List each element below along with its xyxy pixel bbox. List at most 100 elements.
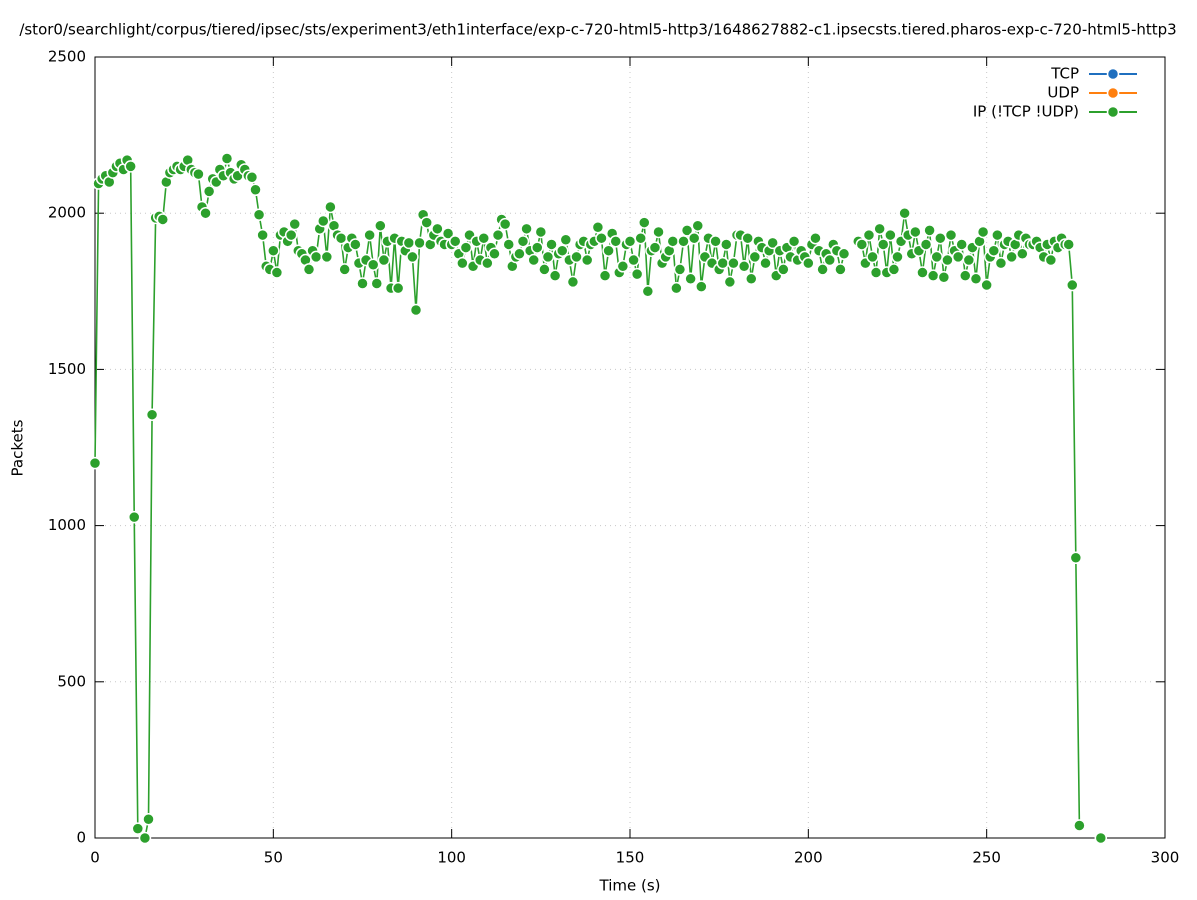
data-point [916,266,929,279]
data-point [887,263,901,276]
data-point [516,235,530,248]
data-point [1005,250,1018,264]
data-point [652,225,665,239]
x-tick-label: 300 [1151,849,1180,867]
data-point [1066,278,1079,292]
data-point [709,235,722,248]
x-tick-label: 150 [616,849,645,867]
data-point [748,250,762,264]
x-tick-label: 200 [794,849,823,867]
data-point [527,253,540,267]
data-point [413,236,426,250]
data-point [716,256,729,270]
data-point [630,267,644,281]
data-point [138,831,152,845]
data-point [723,275,737,289]
data-point [684,272,697,286]
data-point [370,277,384,290]
data-point [1044,253,1058,267]
data-point [980,278,993,292]
y-tick-label: 1500 [48,360,86,378]
data-point [991,228,1004,242]
data-point [488,247,501,261]
data-point [737,260,751,273]
y-tick-label: 2500 [48,48,86,66]
data-point [691,219,705,232]
plot-border [94,56,1166,839]
data-point [673,263,687,276]
data-point [334,231,348,245]
data-point [541,250,555,264]
data-point [759,256,772,270]
data-point [199,206,212,220]
data-point [538,263,551,276]
data-point [220,152,234,165]
data-point [406,250,419,264]
data-point [837,247,851,261]
y-tick-label: 1000 [48,516,86,534]
data-point [670,281,683,295]
data-point [1073,819,1086,832]
data-point [598,269,612,282]
data-point [1094,831,1108,845]
y-tick-label: 0 [76,829,86,847]
data-point [288,217,301,231]
data-point [363,228,376,242]
data-point [616,260,630,273]
data-point [855,238,869,251]
data-point [256,228,269,242]
data-point [609,235,622,248]
data-point [602,244,615,257]
data-point [766,236,779,250]
data-point [1016,247,1029,261]
data-point [926,269,940,282]
legend-swatch-point [1106,105,1120,119]
data-point [456,256,469,270]
data-point [1069,551,1083,565]
data-point [548,269,562,282]
x-tick-label: 50 [264,849,283,867]
data-point [284,228,298,242]
legend-label: TCP [1050,65,1079,83]
data-point [866,250,879,264]
data-point [324,200,337,214]
data-point [695,280,708,293]
data-point [638,216,651,229]
data-point [302,263,316,276]
data-point [787,235,801,248]
data-point [923,224,936,237]
data-point [513,247,526,261]
data-point [641,285,655,298]
data-point [720,238,733,251]
data-point [270,266,284,279]
data-point [891,250,904,264]
data-point [431,222,444,236]
x-tick-label: 100 [437,849,466,867]
chart-title: /stor0/searchlight/corpus/tiered/ipsec/s… [19,21,1176,39]
data-point [377,253,391,267]
y-tick-label: 2000 [48,204,86,222]
data-point [930,250,943,264]
data-point [366,258,380,271]
data-point [976,225,990,239]
data-point [919,238,933,251]
data-point [955,238,968,251]
data-point [459,241,473,254]
data-point [959,269,972,282]
data-point [192,167,205,181]
data-point [873,222,886,236]
data-point [402,236,416,250]
data-point [962,253,976,267]
data-point [477,231,491,245]
legend-label: IP (!TCP !UDP) [973,103,1079,121]
legend-label: UDP [1047,84,1079,102]
data-point [595,231,608,245]
data-point [869,266,883,279]
data-point [491,228,505,242]
data-point [127,510,141,524]
data-point [745,272,758,286]
data-point [862,228,876,242]
data-point [994,256,1008,270]
data-point [409,303,423,317]
